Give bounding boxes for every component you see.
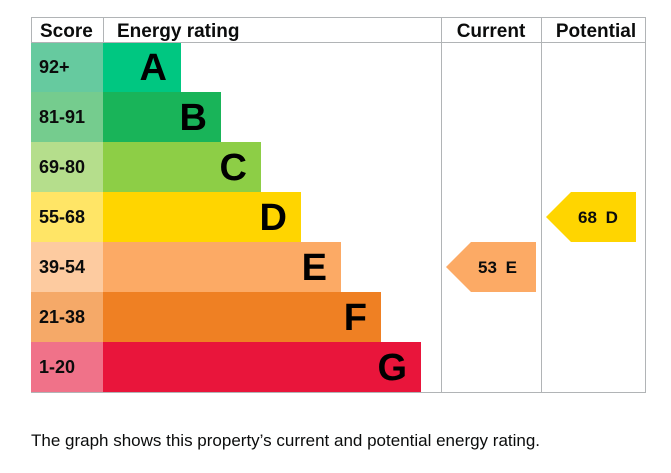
header-potential: Potential: [556, 21, 636, 42]
score-cell-f: [31, 292, 103, 342]
score-label-e: 39-54: [39, 257, 85, 277]
header-energy-rating: Energy rating: [117, 21, 239, 42]
score-label-g: 1-20: [39, 357, 75, 377]
band-bar-e: [103, 242, 341, 292]
band-letter-g: G: [377, 347, 407, 389]
score-cell-c: [31, 142, 103, 192]
band-bar-c: [103, 142, 261, 192]
band-bar-a: [103, 42, 181, 92]
band-bar-g: [103, 342, 421, 392]
score-cell-d: [31, 192, 103, 242]
band-bar-f: [103, 292, 381, 342]
score-cell-a: [31, 42, 103, 92]
header-score: Score: [40, 21, 93, 42]
band-letter-e: E: [302, 247, 327, 289]
score-cell-g: [31, 342, 103, 392]
score-label-f: 21-38: [39, 307, 85, 327]
band-letter-a: A: [140, 47, 167, 89]
score-cell-e: [31, 242, 103, 292]
score-label-b: 81-91: [39, 107, 85, 127]
score-label-d: 55-68: [39, 207, 85, 227]
rating-arrows: 53 E 68 D: [446, 192, 636, 292]
epc-chart: Score Energy rating Current Potential 92…: [31, 17, 646, 393]
current-arrow: [446, 242, 536, 292]
grid-lines: [31, 17, 646, 393]
band-bar-b: [103, 92, 221, 142]
chart-caption: The graph shows this property’s current …: [31, 431, 541, 450]
score-label-a: 92+: [39, 57, 70, 77]
potential-rating-label: 68 D: [578, 208, 618, 227]
header-current: Current: [457, 21, 526, 42]
score-cell-b: [31, 92, 103, 142]
band-bar-d: [103, 192, 301, 242]
band-letter-c: C: [220, 147, 247, 189]
potential-arrow: [546, 192, 636, 242]
score-label-c: 69-80: [39, 157, 85, 177]
band-letter-f: F: [344, 297, 367, 339]
rating-bands: 92+ A 81-91 B 69-80 C 55-68 D 39-54 E 21-38 F 1-20 G: [31, 42, 421, 392]
current-rating-label: 53 E: [478, 258, 517, 277]
band-letter-b: B: [180, 97, 207, 139]
band-letter-d: D: [260, 197, 287, 239]
